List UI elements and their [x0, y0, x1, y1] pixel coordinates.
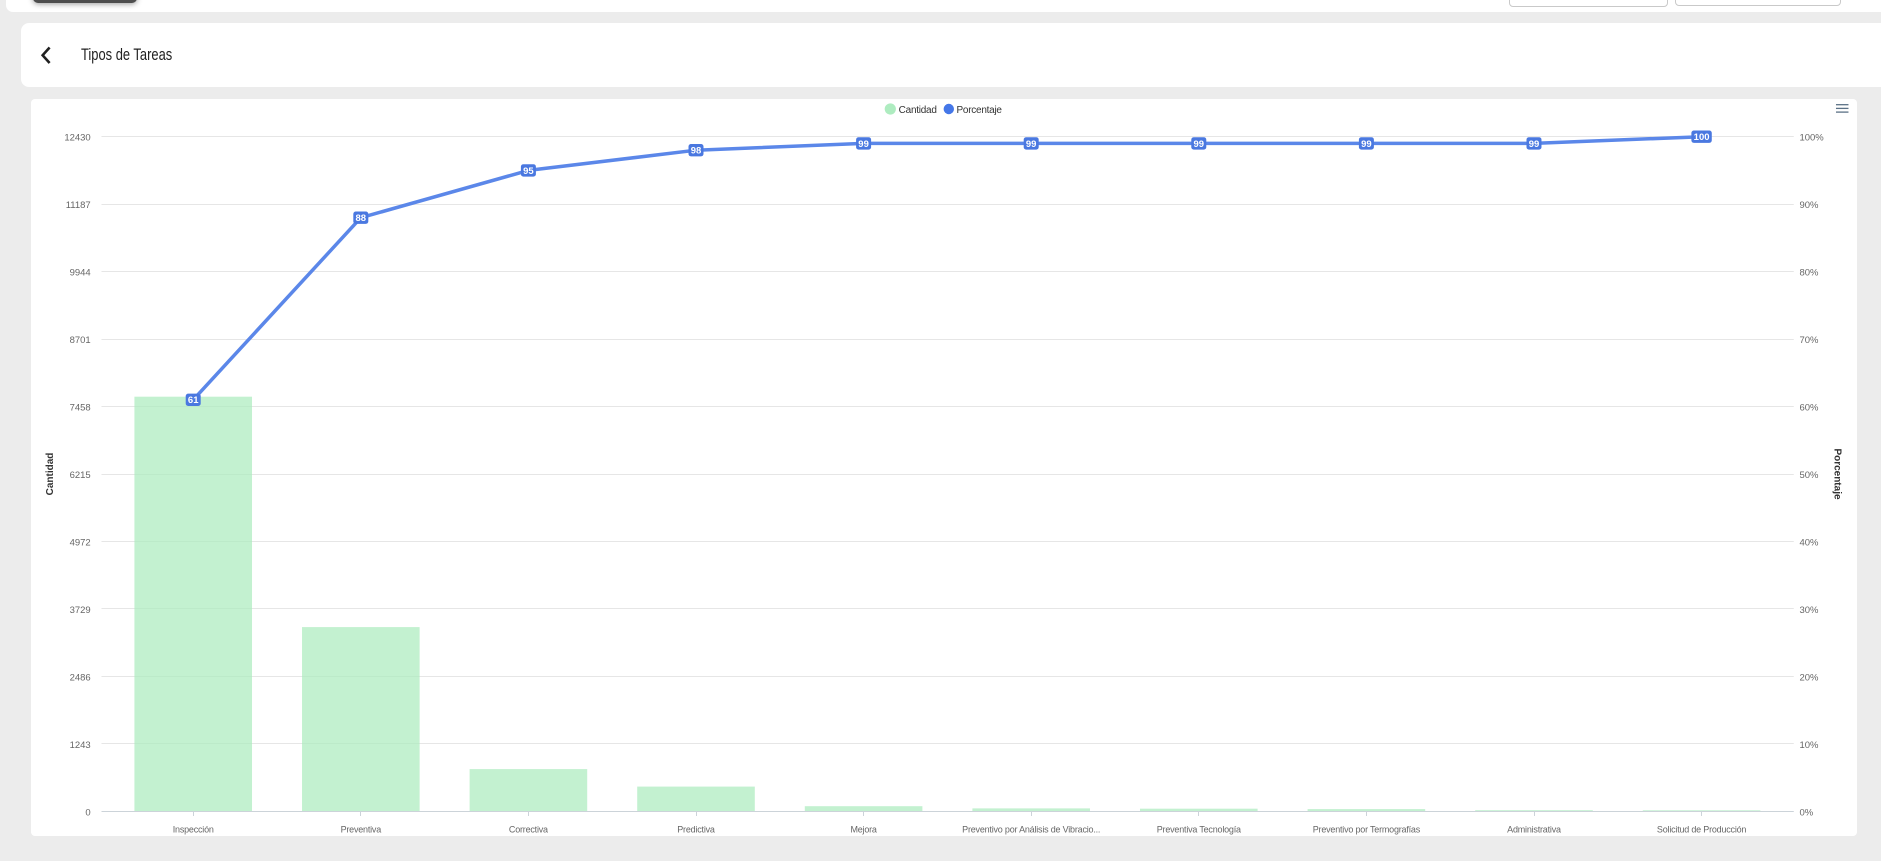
svg-text:0%: 0%	[1799, 807, 1813, 818]
svg-text:30%: 30%	[1799, 605, 1819, 616]
svg-text:60%: 60%	[1799, 402, 1819, 413]
svg-text:Porcentaje: Porcentaje	[956, 105, 1002, 116]
svg-text:Cantidad: Cantidad	[899, 105, 937, 116]
svg-text:Administrativa: Administrativa	[1507, 825, 1561, 835]
svg-text:100%: 100%	[1799, 133, 1824, 144]
svg-text:3729: 3729	[70, 605, 91, 616]
svg-text:Porcentaje: Porcentaje	[1831, 448, 1842, 500]
svg-text:11187: 11187	[66, 200, 91, 211]
svg-text:95: 95	[523, 166, 534, 177]
svg-text:Predictiva: Predictiva	[677, 825, 715, 835]
svg-text:0: 0	[85, 807, 90, 818]
svg-text:99: 99	[1026, 139, 1037, 150]
svg-text:99: 99	[1529, 139, 1540, 150]
svg-text:Correctiva: Correctiva	[509, 825, 548, 835]
svg-text:Preventiva: Preventiva	[341, 825, 382, 835]
svg-text:9944: 9944	[70, 267, 91, 278]
svg-text:100: 100	[1694, 132, 1710, 143]
svg-text:88: 88	[356, 213, 367, 224]
svg-text:Mejora: Mejora	[850, 825, 876, 835]
svg-text:Solicitud de Producción: Solicitud de Producción	[1657, 825, 1746, 835]
svg-text:4972: 4972	[70, 537, 91, 548]
svg-text:6215: 6215	[70, 470, 91, 481]
svg-text:99: 99	[858, 139, 869, 150]
svg-text:7458: 7458	[70, 402, 91, 413]
svg-text:12430: 12430	[64, 133, 90, 144]
svg-text:2486: 2486	[70, 672, 91, 683]
svg-text:8701: 8701	[70, 335, 91, 346]
svg-text:98: 98	[691, 146, 702, 157]
svg-text:20%: 20%	[1799, 672, 1819, 683]
svg-text:50%: 50%	[1799, 470, 1819, 481]
svg-text:99: 99	[1194, 139, 1205, 150]
svg-text:90%: 90%	[1799, 200, 1819, 211]
svg-text:Inspección: Inspección	[173, 825, 214, 835]
svg-text:99: 99	[1361, 139, 1372, 150]
svg-text:Cantidad: Cantidad	[45, 453, 56, 496]
svg-text:1243: 1243	[70, 740, 91, 751]
svg-text:Preventivo por Termografías: Preventivo por Termografías	[1313, 825, 1421, 835]
svg-text:61: 61	[188, 395, 199, 406]
svg-text:10%: 10%	[1799, 740, 1819, 751]
svg-text:Preventivo por Análisis de Vib: Preventivo por Análisis de Vibracio...	[962, 825, 1100, 835]
svg-text:40%: 40%	[1799, 537, 1819, 548]
svg-text:80%: 80%	[1799, 267, 1819, 278]
svg-text:70%: 70%	[1799, 335, 1819, 346]
svg-text:Preventiva Tecnología: Preventiva Tecnología	[1157, 825, 1241, 835]
